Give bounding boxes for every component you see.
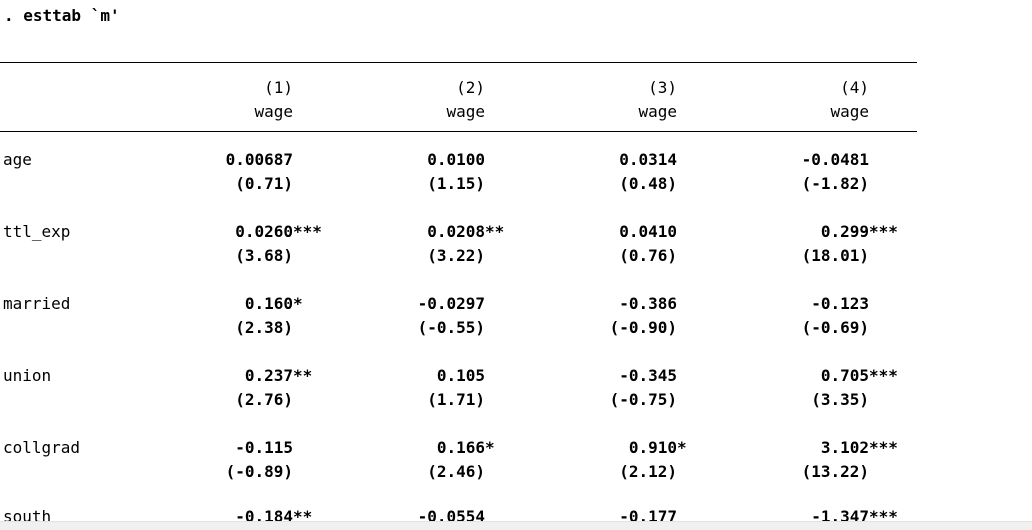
tstat-cell: (0.48) xyxy=(619,174,677,193)
column-number-1: (1) xyxy=(264,78,293,97)
tstat-cell: (-0.90) xyxy=(609,318,677,337)
depvar-4: wage xyxy=(830,102,869,121)
tstat-cell: (-0.69) xyxy=(801,318,869,337)
sig-stars: ** xyxy=(485,222,505,241)
var-label: collgrad xyxy=(3,438,81,457)
tstat-cell: (1.15) xyxy=(427,174,485,193)
tstat-cell: (2.46) xyxy=(427,462,485,481)
depvar-3: wage xyxy=(638,102,677,121)
header-depvars: wage wage wage wage xyxy=(3,100,869,124)
coef-cell: 0.0410 xyxy=(619,222,677,241)
tstat-cell: (3.35) xyxy=(811,390,869,409)
tstat-cell: (0.71) xyxy=(235,174,293,193)
tstat-cell: (2.12) xyxy=(619,462,677,481)
tstat-cell: (-0.89) xyxy=(225,462,293,481)
coef-row-union: union 0.237 ** 0.105 -0.345 0.705 *** xyxy=(3,364,898,388)
sig-stars: *** xyxy=(293,222,322,241)
tstat-cell: (-0.75) xyxy=(609,390,677,409)
coef-cell: -0.386 xyxy=(619,294,677,313)
coef-row-age: age 0.00687 0.0100 0.0314 -0.0481 xyxy=(3,148,869,172)
coef-cell: 0.0260 *** xyxy=(120,220,322,244)
var-label: ttl_exp xyxy=(3,222,71,241)
horizontal-scrollbar[interactable] xyxy=(0,521,1032,530)
var-label: union xyxy=(3,366,52,385)
header-rule xyxy=(0,131,917,132)
var-label: married xyxy=(3,294,71,313)
tstat-cell: (-1.82) xyxy=(801,174,869,193)
coef-cell: 0.00687 xyxy=(225,150,293,169)
coef-cell: 0.237 ** xyxy=(120,364,312,388)
tstat-cell: (13.22) xyxy=(801,462,869,481)
tstat-row-collgrad: (-0.89) (2.46) (2.12) (13.22) xyxy=(3,460,869,484)
coef-cell: 0.0208 ** xyxy=(293,220,504,244)
tstat-cell: (3.68) xyxy=(235,246,293,265)
table-top-rule xyxy=(0,62,917,63)
sig-stars: ** xyxy=(293,366,313,385)
coef-cell: -0.123 xyxy=(811,294,869,313)
sig-stars: * xyxy=(677,438,687,457)
coef-cell: 0.0100 xyxy=(427,150,485,169)
sig-stars: * xyxy=(485,438,495,457)
tstat-cell: (3.22) xyxy=(427,246,485,265)
coef-cell: 0.705 *** xyxy=(677,364,898,388)
command-line: . esttab `m' xyxy=(4,6,120,25)
header-spacer xyxy=(3,100,120,124)
tstat-cell: (1.71) xyxy=(427,390,485,409)
tstat-cell: (2.76) xyxy=(235,390,293,409)
coef-row-ttl_exp: ttl_exp 0.0260 *** 0.0208 ** 0.0410 0.299 *… xyxy=(3,220,898,244)
tstat-cell: (18.01) xyxy=(801,246,869,265)
coef-cell: -0.0297 xyxy=(417,294,485,313)
column-number-4: (4) xyxy=(840,78,869,97)
coef-row-married: married 0.160 * -0.0297 -0.386 -0.123 xyxy=(3,292,869,316)
coef-cell: 0.0314 xyxy=(619,150,677,169)
sig-stars: *** xyxy=(869,366,898,385)
tstat-cell: (-0.55) xyxy=(417,318,485,337)
coef-cell: 0.105 xyxy=(436,366,485,385)
sig-stars: *** xyxy=(869,438,898,457)
var-label: age xyxy=(3,150,32,169)
tstat-row-ttl_exp: (3.68) (3.22) (0.76) (18.01) xyxy=(3,244,869,268)
coef-cell: 0.166 * xyxy=(293,436,495,460)
tstat-row-union: (2.76) (1.71) (-0.75) (3.35) xyxy=(3,388,869,412)
sig-stars: *** xyxy=(869,222,898,241)
coef-cell: -0.345 xyxy=(619,366,677,385)
column-number-3: (3) xyxy=(648,78,677,97)
sig-stars: * xyxy=(293,294,303,313)
column-number-2: (2) xyxy=(456,78,485,97)
tstat-cell: (0.76) xyxy=(619,246,677,265)
coef-cell: -0.115 xyxy=(235,438,293,457)
coef-cell: 3.102 *** xyxy=(677,436,898,460)
coef-cell: 0.299 *** xyxy=(677,220,898,244)
tstat-row-age: (0.71) (1.15) (0.48) (-1.82) xyxy=(3,172,869,196)
depvar-1: wage xyxy=(254,102,293,121)
depvar-2: wage xyxy=(446,102,485,121)
coef-row-collgrad: collgrad -0.115 0.166 * 0.910 * 3.102 *** xyxy=(3,436,898,460)
tstat-cell: (2.38) xyxy=(235,318,293,337)
coef-cell: 0.160 * xyxy=(120,292,303,316)
coef-cell: 0.910 * xyxy=(485,436,687,460)
header-spacer xyxy=(3,76,120,100)
tstat-row-married: (2.38) (-0.55) (-0.90) (-0.69) xyxy=(3,316,869,340)
header-model-numbers: (1) (2) (3) (4) xyxy=(3,76,869,100)
coef-cell: -0.0481 xyxy=(801,150,869,169)
